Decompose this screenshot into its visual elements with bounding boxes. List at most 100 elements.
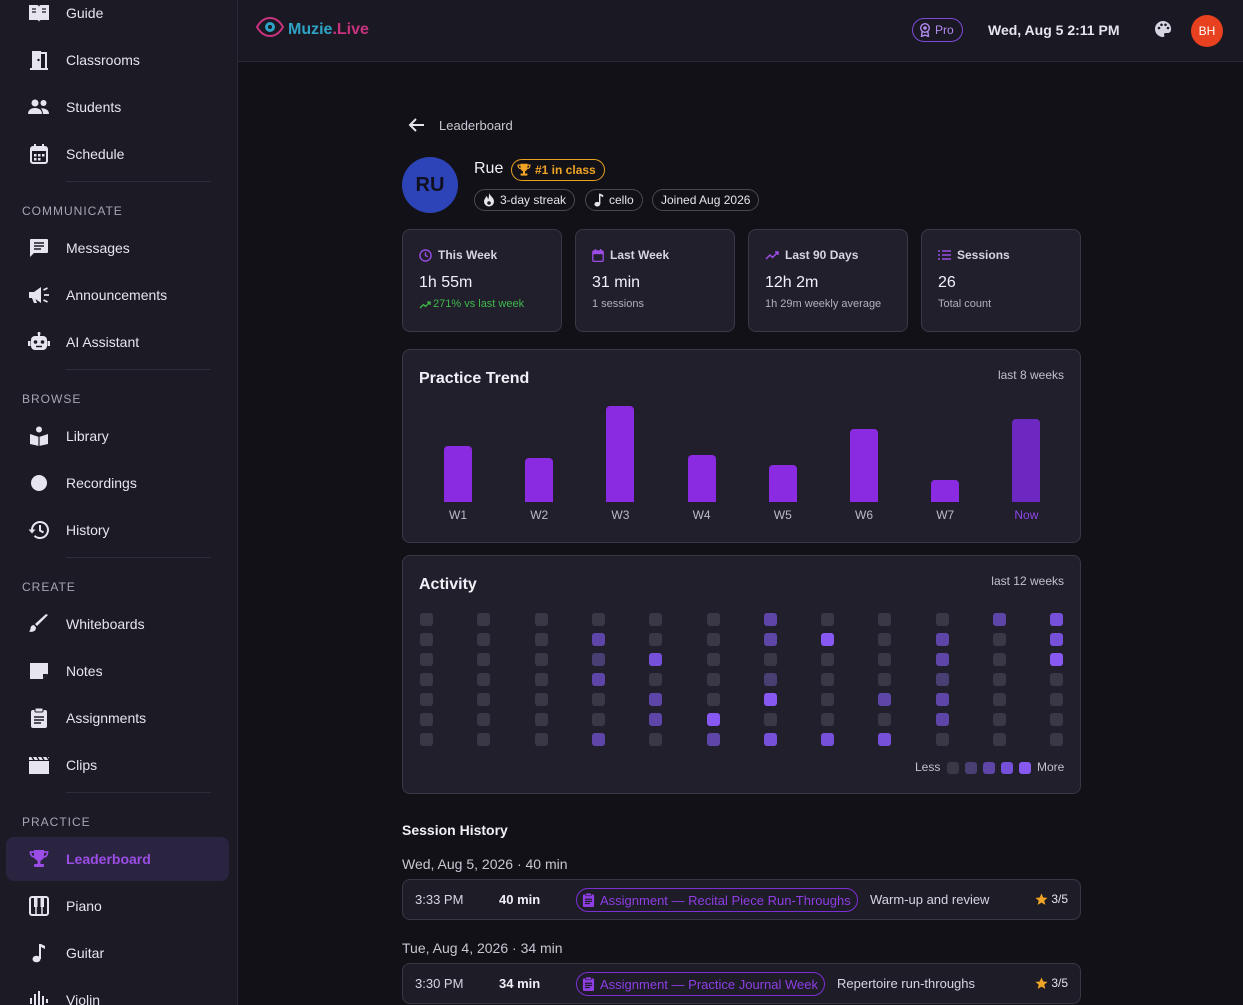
sidebar-item-guide[interactable]: Guide bbox=[6, 0, 229, 35]
sidebar-item-messages[interactable]: Messages bbox=[6, 226, 229, 270]
sidebar-item-guitar[interactable]: Guitar bbox=[6, 931, 229, 975]
sidebar-item-label: Assignments bbox=[66, 710, 147, 726]
stat-value: 12h 2m bbox=[765, 274, 819, 291]
assignment-label: Assignment — Recital Piece Run-Throughs bbox=[600, 892, 851, 908]
activity-cell bbox=[993, 713, 1006, 726]
sidebar-item-history[interactable]: History bbox=[6, 508, 229, 552]
activity-cell bbox=[706, 713, 720, 726]
sidebar-item-label: Leaderboard bbox=[66, 851, 151, 867]
activity-cell bbox=[763, 653, 777, 666]
session-date: Tue, Aug 4, 2026 · 34 min bbox=[402, 940, 563, 956]
sidebar-item-ai-assistant[interactable]: AI Assistant bbox=[6, 320, 229, 364]
sidebar-item-schedule[interactable]: Schedule bbox=[6, 132, 229, 176]
instrument-chip: cello bbox=[585, 189, 643, 211]
activity-cell bbox=[649, 633, 663, 646]
activity-cell bbox=[821, 613, 835, 626]
sidebar-item-notes[interactable]: Notes bbox=[6, 649, 229, 693]
activity-cell bbox=[591, 653, 605, 666]
rank-badge-label: #1 in class bbox=[535, 163, 596, 177]
rank-badge: #1 in class bbox=[511, 159, 605, 181]
back-arrow-icon[interactable] bbox=[408, 116, 426, 134]
activity-cell bbox=[935, 693, 949, 706]
section-title-communicate: COMMUNICATE bbox=[22, 204, 123, 218]
stat-title: This Week bbox=[438, 248, 498, 262]
message-icon bbox=[28, 237, 50, 259]
session-note: Repertoire run-throughs bbox=[837, 976, 976, 991]
activity-cell bbox=[420, 653, 433, 666]
activity-cell bbox=[935, 713, 949, 726]
sidebar-item-classrooms[interactable]: Classrooms bbox=[6, 38, 229, 82]
bar-label: W4 bbox=[692, 508, 711, 522]
people-icon bbox=[28, 96, 50, 118]
bar-W4 bbox=[687, 455, 716, 502]
award-icon bbox=[919, 23, 931, 37]
pro-badge[interactable]: Pro bbox=[912, 18, 963, 42]
divider bbox=[66, 792, 211, 793]
activity-cell bbox=[591, 613, 605, 626]
legend-less: Less bbox=[915, 760, 941, 774]
session-row[interactable]: 3:33 PM 40 min Assignment — Recital Piec… bbox=[402, 879, 1081, 920]
legend-level-2 bbox=[983, 762, 995, 774]
section-title-browse: BROWSE bbox=[22, 392, 82, 406]
sidebar-item-whiteboards[interactable]: Whiteboards bbox=[6, 602, 229, 646]
sidebar-item-label: Recordings bbox=[66, 475, 137, 491]
breadcrumb-leaderboard[interactable]: Leaderboard bbox=[439, 118, 513, 133]
bar-W2 bbox=[525, 458, 554, 502]
sidebar-item-assignments[interactable]: Assignments bbox=[6, 696, 229, 740]
stat-sub: 1h 29m weekly average bbox=[765, 298, 882, 310]
activity-cell bbox=[591, 713, 605, 726]
door-icon bbox=[28, 49, 50, 71]
music-note-icon bbox=[594, 193, 604, 207]
history-icon bbox=[28, 519, 50, 541]
pro-badge-label: Pro bbox=[935, 23, 954, 37]
assignment-link[interactable]: Assignment — Practice Journal Week bbox=[576, 972, 825, 996]
activity-cell bbox=[935, 653, 949, 666]
legend-level-3 bbox=[1001, 762, 1013, 774]
trophy-icon bbox=[28, 848, 50, 870]
megaphone-icon bbox=[28, 284, 50, 306]
sidebar-item-piano[interactable]: Piano bbox=[6, 884, 229, 928]
activity-cell bbox=[763, 673, 777, 686]
sidebar-item-violin[interactable]: Violin bbox=[6, 978, 229, 1005]
activity-cell bbox=[534, 633, 548, 646]
activity-cell bbox=[649, 713, 663, 726]
sidebar-item-students[interactable]: Students bbox=[6, 85, 229, 129]
bar-W6 bbox=[850, 429, 878, 502]
bar-W1 bbox=[444, 446, 472, 502]
sidebar-item-label: History bbox=[66, 522, 110, 538]
divider bbox=[66, 369, 211, 370]
sidebar-item-label: Clips bbox=[66, 757, 98, 773]
activity-cell bbox=[420, 613, 433, 626]
sidebar-item-label: Notes bbox=[66, 663, 103, 679]
activity-cell bbox=[706, 633, 720, 646]
header-datetime: Wed, Aug 5 2:11 PM bbox=[988, 22, 1120, 38]
activity-cell bbox=[993, 693, 1006, 706]
palette-icon[interactable] bbox=[1154, 20, 1172, 43]
trophy-icon bbox=[517, 163, 531, 177]
activity-cell bbox=[993, 673, 1006, 686]
sidebar-item-leaderboard[interactable]: Leaderboard bbox=[6, 837, 229, 881]
legend-more: More bbox=[1037, 760, 1065, 774]
sidebar-item-library[interactable]: Library bbox=[6, 414, 229, 458]
sidebar-item-announcements[interactable]: Announcements bbox=[6, 273, 229, 317]
activity-cell bbox=[649, 733, 663, 746]
stat-value: 31 min bbox=[592, 274, 641, 291]
piano-icon bbox=[28, 895, 50, 917]
sidebar-item-clips[interactable]: Clips bbox=[6, 743, 229, 787]
activity-cell bbox=[534, 713, 548, 726]
student-avatar: RU bbox=[402, 157, 458, 213]
activity-cell bbox=[993, 733, 1006, 746]
sidebar-item-label: Guide bbox=[66, 5, 104, 21]
activity-cell bbox=[1050, 673, 1064, 686]
sidebar-item-label: Schedule bbox=[66, 146, 125, 162]
app-logo[interactable]: Muzie.Live bbox=[255, 16, 369, 42]
sidebar-item-label: Students bbox=[66, 99, 122, 115]
session-row[interactable]: 3:30 PM 34 min Assignment — Practice Jou… bbox=[402, 963, 1081, 1004]
user-avatar[interactable]: BH bbox=[1191, 15, 1223, 47]
sidebar-item-recordings[interactable]: Recordings bbox=[6, 461, 229, 505]
assignment-link[interactable]: Assignment — Recital Piece Run-Throughs bbox=[576, 888, 858, 912]
clock-icon bbox=[419, 248, 432, 262]
stat-title: Sessions bbox=[957, 248, 1010, 262]
session-note: Warm-up and review bbox=[870, 892, 990, 907]
activity-cell bbox=[477, 673, 491, 686]
